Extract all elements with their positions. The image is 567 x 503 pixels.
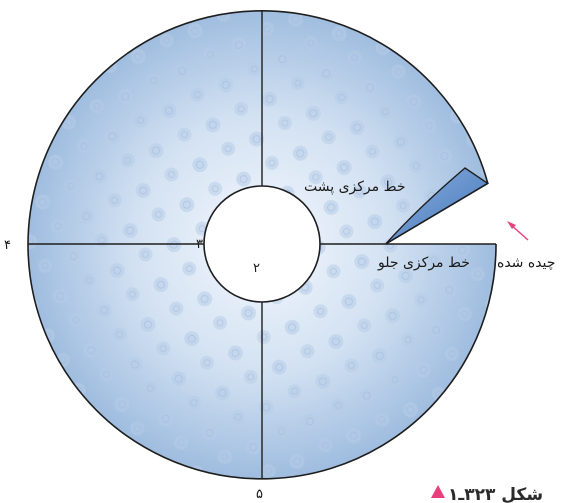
back-center-edge [385,182,489,245]
cut-label: چیده شده [497,255,555,271]
point-2: ۲ [253,261,260,276]
point-4: ۴ [4,238,11,253]
point-5: ۵ [256,487,263,502]
folded-flap [385,167,490,245]
back-center-line-label: خط مرکزی پشت [304,179,406,195]
point-3: ۳ [196,237,203,252]
front-center-line-label: خط مرکزی جلو [377,255,470,271]
waist-circle [203,185,321,303]
caption-marker [431,485,445,498]
outer-hem-edge [27,10,497,480]
figure-caption: شکل ۳۲۳ـ۱ [448,485,543,503]
cut-arrow-head [507,221,516,229]
